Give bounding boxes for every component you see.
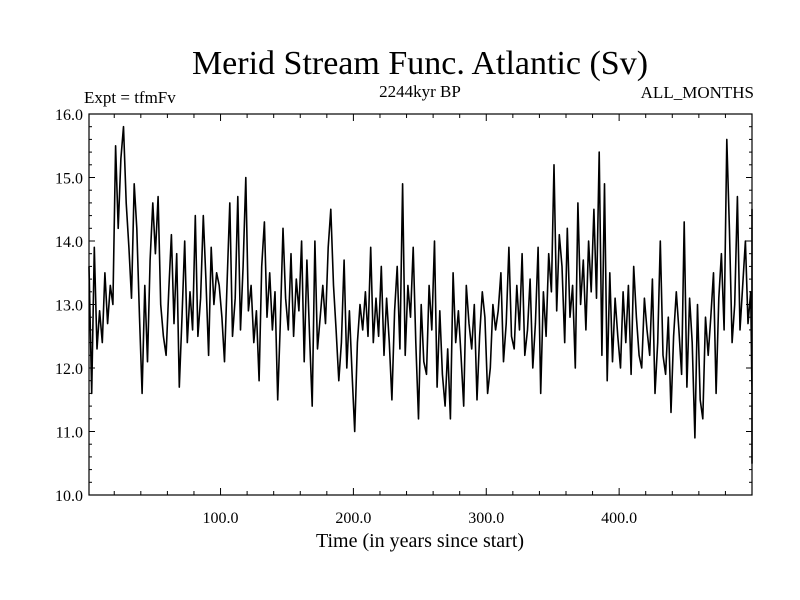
y-tick-label: 15.0 (55, 171, 83, 188)
y-tick-label: 11.0 (56, 425, 83, 442)
x-axis-title: Time (in years since start) (316, 530, 524, 552)
x-tick-label: 400.0 (601, 510, 637, 527)
x-axis: 100.0 200.0 300.0 400.0 (113, 114, 726, 527)
y-tick-label: 10.0 (55, 488, 83, 505)
y-tick-label: 13.0 (55, 298, 83, 315)
plot-frame (88, 113, 753, 496)
months-label: ALL_MONTHS (641, 83, 754, 102)
chart-title: Merid Stream Func. Atlantic (Sv) (192, 45, 648, 82)
x-tick-label: 300.0 (468, 510, 504, 527)
x-tick-label: 100.0 (203, 510, 239, 527)
y-axis: 10.0 11.0 12.0 13.0 14.0 15.0 16.0 (55, 107, 752, 505)
series-line (88, 125, 753, 465)
period-label: 2244kyr BP (379, 82, 461, 101)
y-tick-label: 12.0 (55, 361, 83, 378)
y-tick-label: 14.0 (55, 234, 83, 251)
y-tick-label: 16.0 (55, 107, 83, 124)
x-tick-label: 200.0 (335, 510, 371, 527)
experiment-label: Expt = tfmFv (84, 88, 176, 107)
